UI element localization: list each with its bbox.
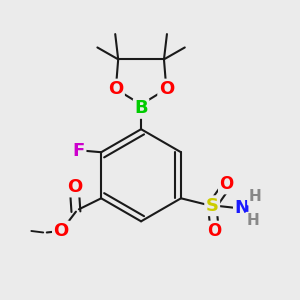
Text: H: H (248, 189, 261, 204)
Text: N: N (234, 199, 249, 217)
Text: O: O (207, 222, 222, 240)
Text: O: O (53, 222, 69, 240)
Text: O: O (67, 178, 82, 196)
Text: O: O (159, 80, 174, 98)
Text: F: F (73, 142, 85, 160)
Text: O: O (108, 80, 123, 98)
Text: S: S (206, 197, 219, 215)
Text: H: H (247, 213, 259, 228)
Text: O: O (219, 175, 234, 193)
Text: B: B (134, 99, 148, 117)
